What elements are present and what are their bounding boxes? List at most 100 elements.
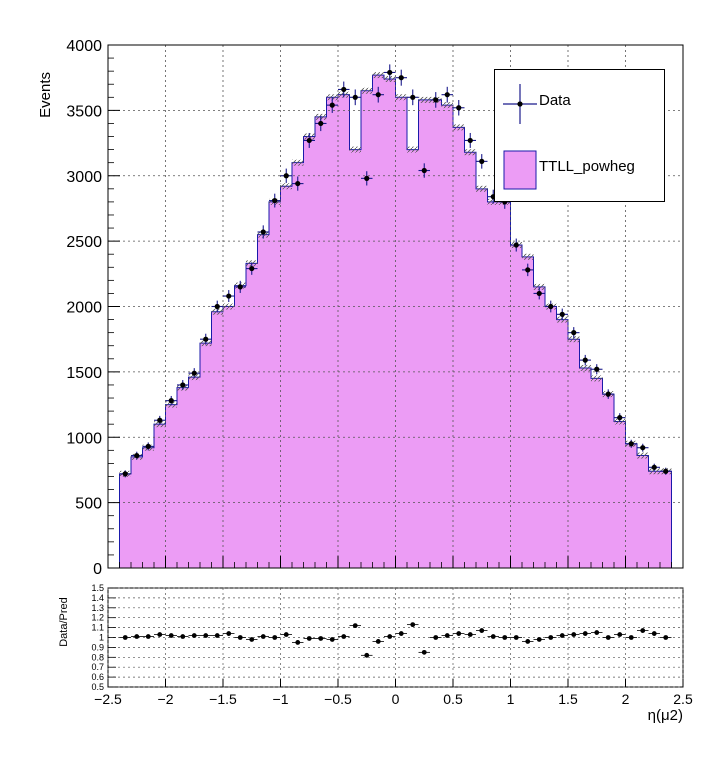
- ratio-y-tick-label: 1.2: [91, 613, 104, 623]
- data-point: [272, 197, 278, 204]
- filled-box-icon: [503, 150, 537, 190]
- ratio-y-tick-label: 0.5: [91, 682, 104, 692]
- data-point: [628, 441, 634, 447]
- ratio-point: [214, 633, 220, 638]
- ratio-point: [272, 635, 278, 640]
- ratio-point: [433, 635, 439, 640]
- legend-entry-data: Data: [495, 74, 664, 134]
- ratio-y-axis-label: Data/Pred: [58, 597, 70, 647]
- mc-uncertainty-band: [579, 364, 591, 371]
- x-tick-label: −2: [158, 691, 174, 707]
- mc-uncertainty-band: [395, 94, 407, 101]
- x-tick-label: 2: [622, 691, 630, 707]
- data-point: [283, 173, 289, 179]
- y-tick-label: 2000: [66, 300, 102, 317]
- data-point: [352, 94, 358, 100]
- x-tick-label: −1.5: [209, 691, 237, 707]
- data-point: [329, 102, 335, 108]
- ratio-point: [180, 634, 186, 639]
- data-point: [226, 293, 232, 299]
- data-point: [513, 242, 519, 248]
- ratio-point: [237, 635, 243, 640]
- x-tick-label: −2.5: [94, 691, 122, 707]
- y-tick-label: 500: [75, 496, 102, 513]
- data-point: [214, 303, 220, 310]
- ratio-point: [617, 632, 623, 637]
- y-axis-label: Events: [37, 72, 54, 118]
- ratio-point: [663, 635, 669, 640]
- data-point: [306, 137, 312, 144]
- ratio-point: [168, 633, 174, 638]
- ratio-point: [605, 635, 611, 640]
- x-tick-label: 0: [392, 691, 400, 707]
- ratio-point: [295, 640, 301, 645]
- data-point: [387, 69, 393, 76]
- data-point: [364, 175, 370, 181]
- ratio-point: [490, 634, 496, 639]
- ratio-point: [329, 637, 335, 642]
- data-point: [559, 311, 565, 317]
- mc-uncertainty-band: [418, 96, 430, 103]
- data-point: [617, 415, 623, 421]
- mc-uncertainty-band: [522, 253, 534, 260]
- legend-label-data: Data: [539, 92, 571, 109]
- ratio-point: [134, 634, 140, 639]
- ratio-point: [651, 631, 657, 636]
- mc-uncertainty-band: [533, 283, 545, 290]
- ratio-point: [375, 639, 381, 644]
- data-point: [260, 229, 266, 235]
- ratio-y-tick-label: 1.3: [91, 603, 104, 613]
- ratio-point: [249, 637, 255, 642]
- mc-uncertainty-band: [441, 102, 453, 109]
- ratio-point: [341, 634, 347, 639]
- data-point: [444, 92, 450, 98]
- main-plot: 0 500 1000 1500 2000 2500 3000 3500 4000: [66, 38, 684, 578]
- ratio-point: [203, 633, 209, 638]
- ratio-point: [456, 631, 462, 636]
- data-point: [203, 336, 209, 342]
- ratio-point: [306, 636, 312, 641]
- ratio-y-tick-label: 1.4: [91, 593, 104, 603]
- ratio-point: [594, 630, 600, 635]
- mc-uncertainty-band: [453, 124, 465, 131]
- ratio-point: [226, 631, 232, 636]
- data-marker-icon: [503, 84, 537, 124]
- data-point: [651, 464, 657, 470]
- x-tick-label: −0.5: [324, 691, 352, 707]
- y-tick-label: 1500: [66, 365, 102, 382]
- ratio-y-tick-label: 0.9: [91, 642, 104, 652]
- ratio-plot: 0.50.60.70.80.911.11.21.31.41.5−2.5 −2 −1.…: [91, 583, 692, 707]
- data-point: [456, 105, 462, 111]
- data-point: [467, 137, 473, 144]
- ratio-point: [145, 634, 151, 639]
- ratio-point: [260, 634, 266, 639]
- data-point: [525, 267, 531, 273]
- x-tick-label: 1: [507, 691, 515, 707]
- data-point: [421, 167, 427, 174]
- x-tick-label: 2.5: [673, 691, 693, 707]
- data-point: [663, 468, 669, 474]
- data-point: [640, 445, 646, 451]
- data-point: [582, 357, 588, 363]
- data-point: [168, 398, 174, 404]
- mc-uncertainty-band: [591, 375, 603, 382]
- ratio-point: [352, 623, 358, 629]
- ratio-y-tick-label: 1.1: [91, 623, 104, 633]
- legend-entry-ttll: TTLL_powheg: [495, 140, 664, 200]
- ratio-y-tick-label: 0.6: [91, 672, 104, 682]
- mc-uncertainty-band: [476, 185, 488, 192]
- y-tick-label: 3500: [66, 103, 102, 120]
- x-tick-label: 1.5: [558, 691, 578, 707]
- data-point: [180, 382, 186, 388]
- ratio-point: [467, 632, 473, 637]
- mc-uncertainty-band: [292, 159, 304, 166]
- data-point: [398, 75, 404, 81]
- ratio-point: [536, 637, 542, 642]
- mc-uncertainty-band: [361, 87, 373, 94]
- mc-uncertainty-band: [648, 468, 660, 475]
- data-point: [145, 443, 151, 450]
- ratio-point: [410, 622, 416, 628]
- ratio-point: [628, 635, 634, 640]
- ratio-y-tick-label: 0.7: [91, 662, 104, 672]
